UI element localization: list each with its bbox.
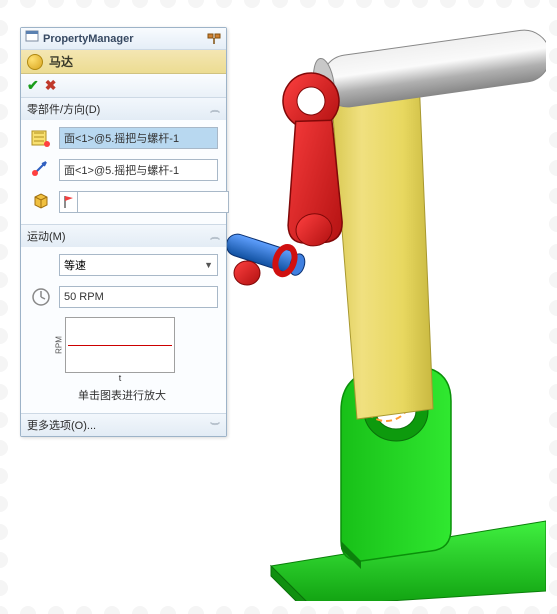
- motor-icon: [27, 54, 43, 70]
- graph-caption: 单击图表进行放大: [57, 387, 187, 403]
- component-face-field-1[interactable]: 面<1>@5.摇把与螺杆-1: [59, 127, 218, 149]
- motion-graph[interactable]: RPM: [65, 317, 175, 373]
- pin-icon[interactable]: [206, 32, 222, 46]
- chevron-down-icon: ▼: [204, 260, 213, 270]
- collapse-icon: ︽: [210, 105, 220, 114]
- flag-icon[interactable]: [59, 191, 77, 213]
- component-icon[interactable]: [29, 190, 53, 214]
- expand-icon: ︽: [210, 421, 220, 430]
- motion-type-combo[interactable]: 等速 ▼: [59, 254, 218, 276]
- panel-header[interactable]: PropertyManager: [21, 28, 226, 50]
- cancel-button[interactable]: ✖: [45, 77, 57, 94]
- direction-face-field[interactable]: 面<1>@5.摇把与螺杆-1: [59, 159, 218, 181]
- collapse-icon: ︽: [210, 232, 220, 241]
- motion-section: 运动(M) ︽ 等速 ▼ 50 RPM: [21, 225, 226, 414]
- section-title: 零部件/方向(D): [27, 101, 210, 117]
- components-direction-section: 零部件/方向(D) ︽ 面<1>@5.摇把与螺杆-1 面<1>@5.摇把与螺杆-…: [21, 98, 226, 225]
- graph-line: [68, 345, 172, 346]
- speed-icon: [29, 285, 53, 309]
- section-header-motion[interactable]: 运动(M) ︽: [21, 225, 226, 247]
- combo-value: 等速: [64, 257, 86, 273]
- panel-title: PropertyManager: [43, 33, 206, 45]
- section-title: 运动(M): [27, 228, 210, 244]
- feature-title-bar: 马达: [21, 50, 226, 74]
- face-select-icon[interactable]: [29, 126, 53, 150]
- property-manager-panel: PropertyManager 马达 ✔ ✖ 零部件/方向(D) ︽: [20, 27, 227, 437]
- direction-icon[interactable]: [29, 158, 53, 182]
- section-title: 更多选项(O)...: [27, 417, 210, 433]
- speed-field[interactable]: 50 RPM: [59, 286, 218, 308]
- pm-icon: [25, 29, 39, 48]
- graph-ylabel: RPM: [54, 336, 63, 354]
- section-header-more[interactable]: 更多选项(O)... ︽: [21, 414, 226, 436]
- more-options-section: 更多选项(O)... ︽: [21, 414, 226, 436]
- ok-button[interactable]: ✔: [27, 77, 39, 94]
- section-header-components[interactable]: 零部件/方向(D) ︽: [21, 98, 226, 120]
- feature-title: 马达: [49, 53, 73, 70]
- spacer: [29, 253, 53, 277]
- confirm-bar: ✔ ✖: [21, 74, 226, 98]
- graph-xlabel: t: [65, 373, 175, 383]
- relative-component-field[interactable]: [77, 191, 229, 213]
